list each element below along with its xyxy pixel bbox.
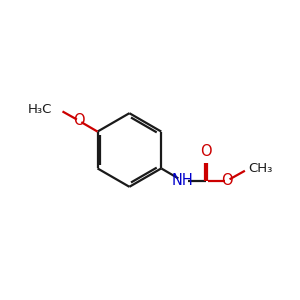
Text: NH: NH: [172, 173, 193, 188]
Text: H₃C: H₃C: [28, 103, 52, 116]
Text: O: O: [221, 173, 233, 188]
Text: CH₃: CH₃: [248, 163, 272, 176]
Text: O: O: [200, 144, 212, 159]
Text: O: O: [74, 113, 85, 128]
